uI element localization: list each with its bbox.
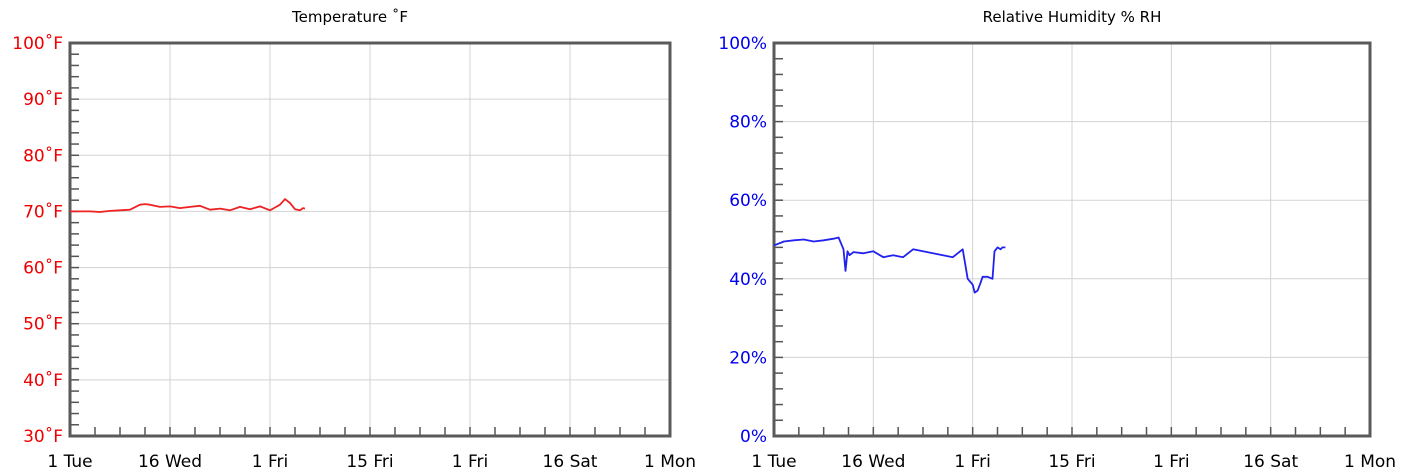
humidity-x-tick-label: 16 Sat: [1243, 452, 1298, 472]
temperature-plot-frame: [68, 41, 672, 438]
humidity-x-tick-label: 1 Fri: [1153, 452, 1189, 472]
temperature-x-tick-label: 16 Wed: [138, 452, 202, 472]
temperature-y-tick-label: 100˚F: [12, 33, 63, 54]
humidity-plot-frame: [772, 41, 1372, 438]
humidity-y-tick-label: 60%: [729, 191, 767, 211]
temperature-y-tick-label: 30˚F: [23, 426, 63, 447]
humidity-x-tick-label: 15 Fri: [1048, 452, 1095, 472]
humidity-y-tick-label: 40%: [729, 270, 767, 290]
humidity-chart-title: Relative Humidity % RH: [983, 8, 1162, 26]
humidity-y-tick-label: 80%: [729, 113, 767, 133]
humidity-y-tick-label: 20%: [729, 348, 767, 368]
humidity-x-tick-label: 1 Mon: [1344, 452, 1396, 472]
temperature-chart: Temperature ˚F 30˚F 40˚F 50˚F 60˚F 70˚F 80˚F 90…: [0, 0, 700, 472]
humidity-x-tick-label: 1 Fri: [954, 452, 990, 472]
temperature-x-tick-label: 1 Mon: [644, 452, 696, 472]
temperature-chart-title: Temperature ˚F: [291, 8, 408, 26]
temperature-y-tick-label: 80˚F: [23, 145, 63, 166]
temperature-y-tick-label: 50˚F: [23, 314, 63, 335]
humidity-chart-svg: Relative Humidity % RH 0% 20% 40% 60% 80% 100%…: [718, 8, 1396, 472]
humidity-x-tick-label: 1 Tue: [751, 452, 796, 472]
humidity-y-tick-label: 100%: [718, 34, 767, 54]
humidity-x-tick-label: 16 Wed: [841, 452, 905, 472]
temperature-x-tick-label: 1 Tue: [47, 452, 92, 472]
temperature-x-tick-label: 1 Fri: [252, 452, 288, 472]
temperature-x-tick-label: 15 Fri: [346, 452, 393, 472]
temperature-y-tick-label: 40˚F: [23, 370, 63, 391]
humidity-series-line: [773, 236, 1006, 294]
temperature-x-tick-label: 1 Fri: [452, 452, 488, 472]
temperature-series-line: [70, 198, 306, 213]
temperature-y-tick-label: 90˚F: [23, 89, 63, 110]
temperature-y-tick-label: 60˚F: [23, 258, 63, 279]
temperature-chart-svg: Temperature ˚F 30˚F 40˚F 50˚F 60˚F 70˚F 80˚F 90…: [12, 8, 696, 472]
humidity-chart: Relative Humidity % RH 0% 20% 40% 60% 80% 100%…: [700, 0, 1409, 472]
temperature-y-tick-label: 70˚F: [23, 201, 63, 222]
temperature-x-tick-label: 16 Sat: [543, 452, 598, 472]
humidity-y-tick-label: 0%: [740, 427, 767, 447]
